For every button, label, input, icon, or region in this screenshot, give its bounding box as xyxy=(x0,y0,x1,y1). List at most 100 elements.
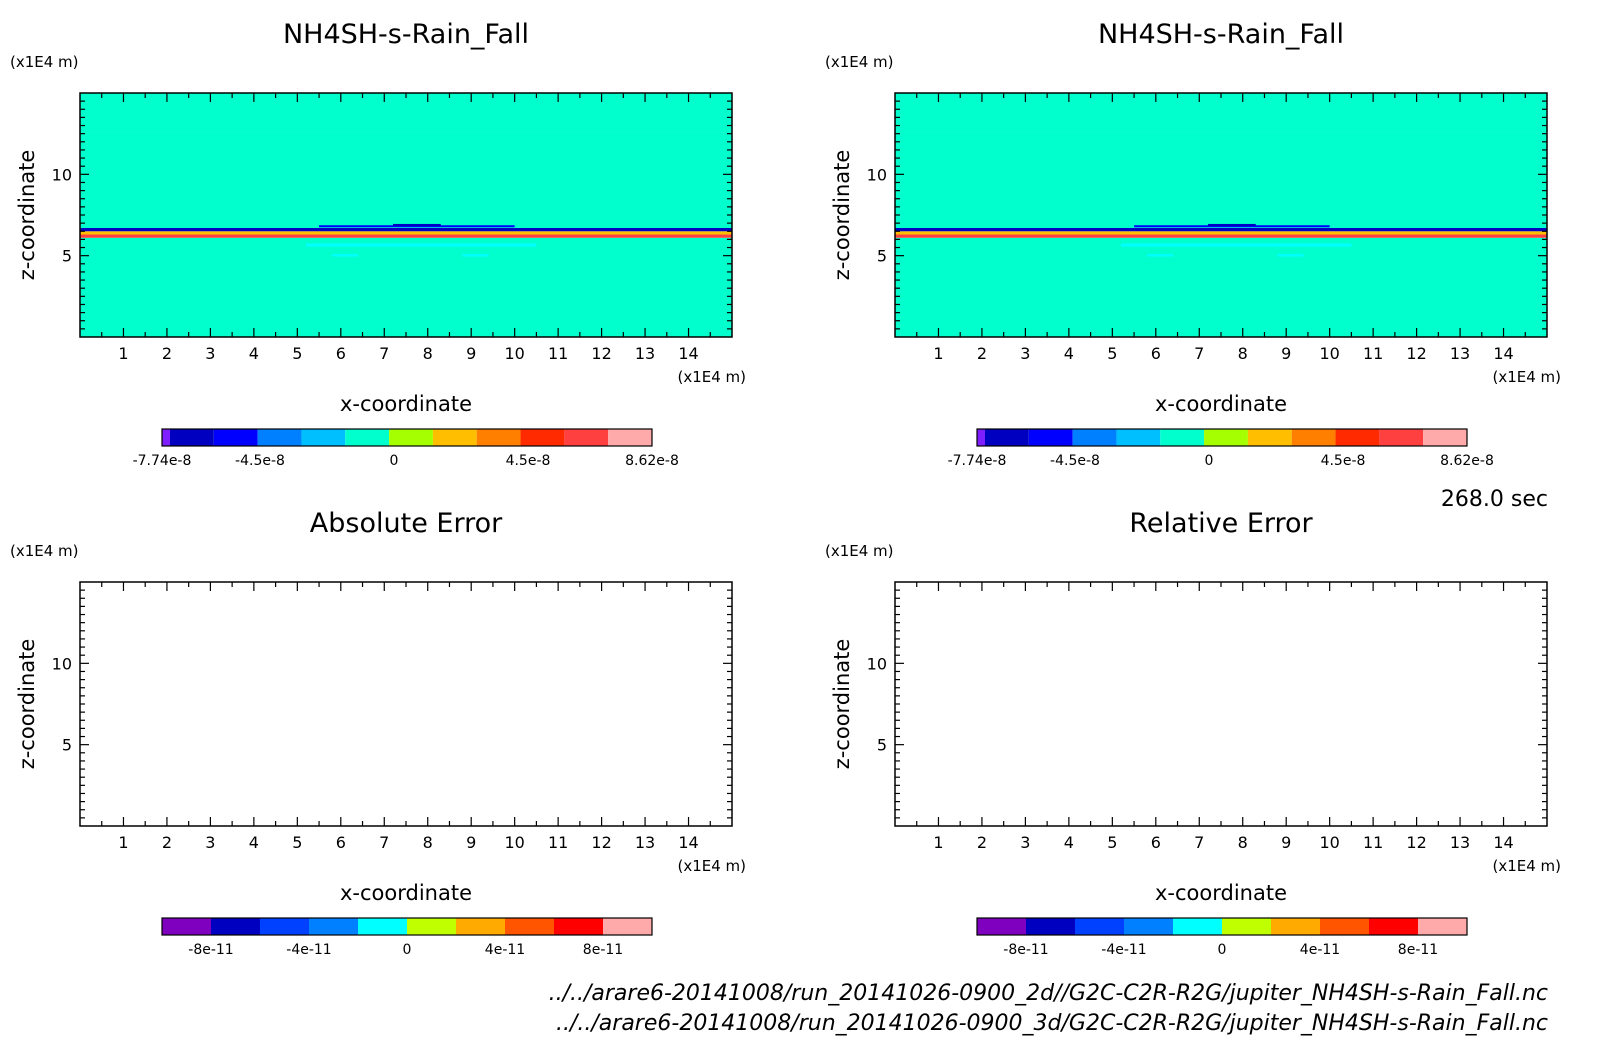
x-tick-label: 14 xyxy=(1493,344,1513,363)
colorbar-tick-label: -4e-11 xyxy=(286,942,331,958)
colorbar-tick-label: 0 xyxy=(403,942,412,958)
panel-title: NH4SH-s-Rain_Fall xyxy=(283,19,529,50)
x-unit-label: (x1E4 m) xyxy=(1492,857,1561,875)
y-axis-label: z-coordinate xyxy=(830,639,854,770)
colorbar-tick-label: 8e-11 xyxy=(1398,942,1438,958)
panel-title: NH4SH-s-Rain_Fall xyxy=(1098,19,1344,50)
x-axis-label: x-coordinate xyxy=(1155,881,1287,905)
x-tick-label: 13 xyxy=(635,833,655,852)
x-tick-label: 1 xyxy=(933,833,943,852)
colorbar-tick-label: 8.62e-8 xyxy=(625,453,679,469)
colorbar-swatch xyxy=(1222,918,1271,935)
panel-4: Relative Error(x1E4 m)1 2 3 4 5 6 7 8 9 10 11 12 13 1… xyxy=(825,508,1561,958)
x-tick-label: 14 xyxy=(678,833,698,852)
heatmap-band-4 xyxy=(895,132,1547,229)
colorbar-frame xyxy=(161,428,653,447)
x-tick-label: 14 xyxy=(678,344,698,363)
x-tick-label: 8 xyxy=(1238,344,1248,363)
colorbar-tick-label: 4.5e-8 xyxy=(506,453,551,469)
x-tick-label: 12 xyxy=(591,344,611,363)
heatmap-feature-3 xyxy=(462,254,489,257)
y-tick-label: 5 xyxy=(877,736,887,755)
x-tick-label: 11 xyxy=(1363,344,1383,363)
x-tick-label: 14 xyxy=(1493,833,1513,852)
x-tick-label: 5 xyxy=(1107,344,1117,363)
x-tick-label: 13 xyxy=(635,344,655,363)
colorbar-swatch xyxy=(309,918,358,935)
colorbar-swatch xyxy=(213,429,258,446)
plot-frame xyxy=(79,581,733,827)
x-tick-label: 8 xyxy=(423,344,433,363)
y-tick-label: 5 xyxy=(62,736,72,755)
x-axis-label: x-coordinate xyxy=(340,392,472,416)
colorbar-tick-label: -8e-11 xyxy=(1003,942,1048,958)
y-tick-label: 5 xyxy=(62,247,72,266)
panels-layer: NH4SH-s-Rain_Fall(x1E4 m)1 2 3 4 5 6 7 8 9 10 11 12… xyxy=(10,19,1561,958)
colorbar-swatch xyxy=(1418,918,1467,935)
x-tick-label: 6 xyxy=(1151,833,1161,852)
y-unit-label: (x1E4 m) xyxy=(825,542,894,560)
colorbar-tick-label: 4.5e-8 xyxy=(1321,453,1366,469)
heatmap-band-5 xyxy=(895,93,1547,133)
x-tick-label: 13 xyxy=(1450,833,1470,852)
colorbar-tick-label: -7.74e-8 xyxy=(133,453,192,469)
colorbar-tick-label: 4e-11 xyxy=(485,942,525,958)
colorbar-swatch xyxy=(301,429,346,446)
x-tick-label: 8 xyxy=(423,833,433,852)
colorbar-swatch xyxy=(1026,918,1075,935)
colorbar-swatch xyxy=(608,429,652,446)
colorbar-swatch xyxy=(554,918,603,935)
heatmap-feature-2 xyxy=(1147,254,1174,257)
heatmap-feature-2 xyxy=(332,254,359,257)
panel-title: Relative Error xyxy=(1129,508,1313,539)
heatmap-feature-0 xyxy=(1134,225,1330,228)
colorbar-swatch xyxy=(1124,918,1173,935)
x-tick-label: 4 xyxy=(249,344,259,363)
colorbar-swatch xyxy=(432,429,477,446)
colorbar-swatch xyxy=(456,918,505,935)
x-tick-label: 12 xyxy=(1406,344,1426,363)
y-axis-label: z-coordinate xyxy=(830,150,854,281)
colorbar-swatch xyxy=(1116,429,1161,446)
colorbar-swatch xyxy=(162,918,211,935)
heatmap-feature-1 xyxy=(1121,243,1352,247)
colorbar-swatch xyxy=(505,918,554,935)
x-tick-label: 7 xyxy=(1194,833,1204,852)
heatmap-feature-4 xyxy=(392,223,441,226)
x-tick-label: 6 xyxy=(1151,344,1161,363)
colorbar-tick-label: -7.74e-8 xyxy=(948,453,1007,469)
colorbar-swatch xyxy=(520,429,565,446)
x-tick-label: 5 xyxy=(1107,833,1117,852)
x-tick-label: 5 xyxy=(292,344,302,363)
x-tick-label: 9 xyxy=(1281,344,1291,363)
x-axis-label: x-coordinate xyxy=(1155,392,1287,416)
colorbar-tick-label: -4e-11 xyxy=(1101,942,1146,958)
panel-1: NH4SH-s-Rain_Fall(x1E4 m)1 2 3 4 5 6 7 8 9 10 11 12… xyxy=(10,19,746,469)
x-tick-label: 8 xyxy=(1238,833,1248,852)
file-path-2: ../../arare6-20141008/run_20141026-0900_… xyxy=(556,1011,1548,1036)
panel-3: Absolute Error(x1E4 m)1 2 3 4 5 6 7 8 9 10 11 12 13 1… xyxy=(10,508,746,958)
colorbar-frame xyxy=(976,917,1468,936)
heatmap-band-2 xyxy=(80,231,732,235)
x-tick-label: 9 xyxy=(1281,833,1291,852)
colorbar-swatch xyxy=(211,918,260,935)
heatmap-feature-4 xyxy=(1207,223,1256,226)
colorbar-swatch xyxy=(603,918,652,935)
colorbar-swatch xyxy=(476,429,521,446)
x-unit-label: (x1E4 m) xyxy=(677,368,746,386)
colorbar-swatch xyxy=(1160,429,1205,446)
colorbar-tick-label: -8e-11 xyxy=(188,942,233,958)
heatmap-feature-3 xyxy=(1277,254,1304,257)
panel-2: NH4SH-s-Rain_Fall(x1E4 m)1 2 3 4 5 6 7 8 9 10 11 12… xyxy=(825,19,1561,469)
colorbar-swatch xyxy=(358,918,407,935)
y-tick-label: 5 xyxy=(877,247,887,266)
panel-title: Absolute Error xyxy=(310,508,503,539)
x-tick-label: 2 xyxy=(162,833,172,852)
colorbar-tick-label: -4.5e-8 xyxy=(235,453,285,469)
colorbar-swatch xyxy=(1075,918,1124,935)
x-tick-label: 1 xyxy=(933,344,943,363)
colorbar-tick-label: 8e-11 xyxy=(583,942,623,958)
x-tick-label: 10 xyxy=(504,344,524,363)
colorbar-swatch xyxy=(257,429,302,446)
colorbar-swatch xyxy=(985,429,1029,446)
